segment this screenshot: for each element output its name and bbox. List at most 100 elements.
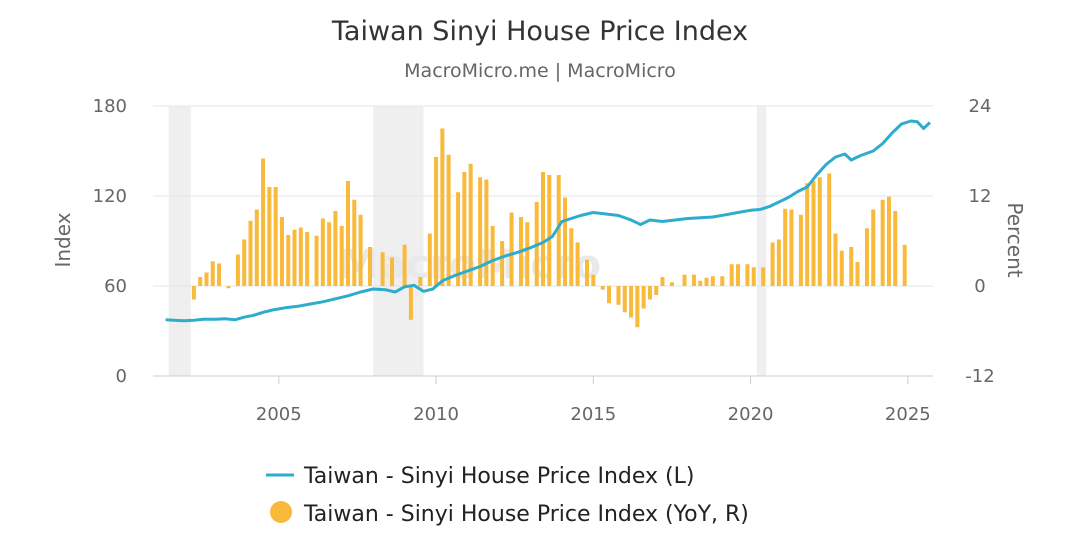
recession-band-0 xyxy=(168,106,191,376)
yoy-bar xyxy=(893,211,898,286)
yoy-bar xyxy=(654,286,659,295)
yoy-bar xyxy=(729,264,734,286)
yoy-bar xyxy=(286,235,291,286)
index-line xyxy=(165,119,931,323)
yoy-bar xyxy=(339,226,344,286)
right-tick-label: 0 xyxy=(974,276,985,297)
yoy-bar xyxy=(191,286,196,300)
yoy-bar xyxy=(427,233,432,286)
right-tick-label: 12 xyxy=(969,186,992,207)
yoy-bar xyxy=(509,212,514,286)
yoy-bar xyxy=(704,277,709,286)
right-tick-label: 24 xyxy=(969,96,992,117)
yoy-bar xyxy=(682,274,687,286)
yoy-bar xyxy=(380,252,385,286)
yoy-bar xyxy=(789,209,794,286)
legend: Taiwan - Sinyi House Price Index (L) Tai… xyxy=(266,464,749,527)
yoy-bar xyxy=(607,286,612,304)
yoy-bar xyxy=(849,247,854,286)
yoy-bar xyxy=(314,235,319,286)
yoy-bar xyxy=(198,277,203,286)
yoy-bar xyxy=(204,272,209,286)
yoy-bar xyxy=(698,280,703,286)
yoy-bar xyxy=(629,286,634,318)
yoy-bar xyxy=(575,242,580,286)
legend-label-yoy: Taiwan - Sinyi House Price Index (YoY, R… xyxy=(303,502,749,527)
yoy-bar xyxy=(390,257,395,286)
left-axis-ticks: 0 60 120 180 xyxy=(93,96,127,387)
yoy-bar xyxy=(710,276,715,286)
yoy-bar xyxy=(402,244,407,286)
x-axis-ticks: 2005 2010 2015 2020 2025 xyxy=(153,375,933,425)
yoy-bar xyxy=(839,250,844,286)
yoy-bar xyxy=(305,232,310,286)
yoy-bar xyxy=(563,197,568,286)
yoy-bar xyxy=(446,154,451,286)
yoy-bar xyxy=(490,226,495,286)
yoy-bar xyxy=(886,196,891,286)
recession-bands xyxy=(168,106,767,376)
legend-item-index[interactable]: Taiwan - Sinyi House Price Index (L) xyxy=(266,464,694,489)
yoy-bar xyxy=(456,192,461,286)
recession-band-2 xyxy=(756,106,767,376)
yoy-bar xyxy=(500,241,505,286)
legend-label-index: Taiwan - Sinyi House Price Index (L) xyxy=(303,464,694,489)
yoy-bar xyxy=(358,214,363,286)
yoy-bar xyxy=(745,264,750,286)
yoy-bar xyxy=(298,227,303,286)
yoy-bar xyxy=(770,242,775,286)
yoy-bar xyxy=(591,274,596,286)
left-axis-title: Index xyxy=(51,212,75,267)
yoy-bar xyxy=(736,264,740,286)
recession-band-1 xyxy=(373,106,424,376)
yoy-bar xyxy=(327,222,332,286)
yoy-bar xyxy=(817,177,822,286)
yoy-bar xyxy=(279,217,284,286)
yoy-bar xyxy=(462,172,467,286)
yoy-bar xyxy=(855,262,860,286)
yoy-bar xyxy=(798,214,803,286)
left-tick-label: 0 xyxy=(116,366,127,387)
yoy-bar xyxy=(273,187,278,286)
yoy-bar xyxy=(669,282,674,286)
yoy-bar xyxy=(871,209,876,286)
yoy-bar xyxy=(569,228,574,286)
left-tick-label: 180 xyxy=(93,96,127,117)
yoy-bar xyxy=(478,177,483,286)
yoy-bar xyxy=(261,158,266,286)
yoy-bar xyxy=(660,277,665,286)
yoy-bar xyxy=(267,187,272,286)
yoy-bar xyxy=(635,286,640,328)
chart-title: Taiwan Sinyi House Price Index xyxy=(331,16,748,47)
yoy-bar xyxy=(484,179,489,286)
yoy-bar xyxy=(691,274,696,286)
yoy-bar xyxy=(720,276,725,286)
left-tick-label: 120 xyxy=(93,186,127,207)
x-tick-label: 2015 xyxy=(570,404,616,425)
yoy-bar xyxy=(641,286,646,309)
yoy-bar xyxy=(751,267,756,286)
yoy-bar xyxy=(292,229,297,286)
yoy-bar xyxy=(827,173,832,286)
yoy-bar xyxy=(600,286,605,290)
index-line-path xyxy=(165,119,931,323)
yoy-bar xyxy=(776,239,781,286)
yoy-bar xyxy=(541,172,545,286)
left-tick-label: 60 xyxy=(104,276,127,297)
yoy-bar xyxy=(333,211,338,286)
yoy-bar xyxy=(352,199,357,286)
legend-item-yoy[interactable]: Taiwan - Sinyi House Price Index (YoY, R… xyxy=(270,501,749,527)
right-axis-ticks: -12 0 12 24 xyxy=(965,96,994,387)
yoy-bar xyxy=(468,163,473,286)
x-tick-label: 2025 xyxy=(885,404,931,425)
right-tick-label: -12 xyxy=(965,366,994,387)
yoy-bar xyxy=(242,239,247,286)
x-tick-label: 2005 xyxy=(256,404,302,425)
yoy-bar xyxy=(440,128,445,286)
yoy-bar xyxy=(210,261,215,286)
yoy-bar xyxy=(368,247,373,286)
right-axis-title: Percent xyxy=(1003,202,1027,277)
yoy-bar xyxy=(783,208,788,286)
yoy-bar xyxy=(864,228,869,286)
